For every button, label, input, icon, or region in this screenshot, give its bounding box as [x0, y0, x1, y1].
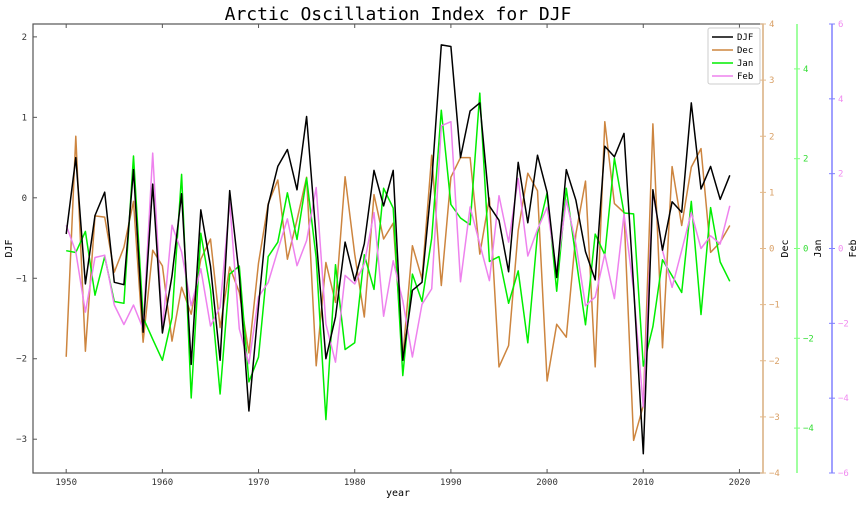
jan-axis-label: Jan [813, 239, 824, 257]
x-tick-label: 1960 [152, 478, 174, 488]
dec-tick-label: 0 [769, 245, 774, 255]
legend-label-djf: DJF [737, 33, 753, 43]
jan-tick-label: −4 [803, 424, 814, 434]
x-tick-label: 1950 [55, 478, 77, 488]
dec-tick-label: −2 [769, 357, 780, 367]
x-tick-label: 1970 [248, 478, 270, 488]
dec-tick-label: −3 [769, 413, 780, 423]
x-axis-label: year [386, 488, 410, 499]
legend-label-jan: Jan [737, 59, 753, 69]
x-tick-label: 2000 [536, 478, 558, 488]
x-tick-label: 1990 [440, 478, 462, 488]
djf-tick-label: 0 [22, 194, 27, 204]
plot-area [32, 23, 764, 474]
djf-tick-label: −2 [16, 355, 27, 365]
x-tick-label: 1980 [344, 478, 366, 488]
jan-tick-label: −2 [803, 334, 814, 344]
y-axes: 2 1 0 −1 −2 −3 DJF 4 3 2 1 0 −1 −2 −3 −4 Dec 4 2 0 −2 −4 Jan 6 4… [4, 20, 859, 479]
djf-tick-label: 1 [22, 113, 27, 123]
djf-tick-label: −3 [16, 435, 27, 445]
jan-tick-label: 0 [803, 245, 808, 255]
jan-series-line [66, 92, 731, 421]
dec-tick-label: 1 [769, 188, 774, 198]
x-tick-label: 2020 [729, 478, 751, 488]
dec-tick-label: 4 [769, 20, 774, 30]
legend-label-dec: Dec [737, 46, 753, 56]
dec-tick-label: −4 [769, 469, 780, 479]
djf-series-line [65, 44, 731, 455]
djf-tick-label: −1 [16, 274, 27, 284]
x-axis-ticks: 1950 1960 1970 1980 1990 2000 2010 2020 [55, 24, 750, 488]
legend-box [707, 27, 761, 85]
chart-title: Arctic Oscillation Index for DJF [225, 4, 572, 25]
feb-tick-label: 6 [838, 20, 843, 30]
dec-axis-label: Dec [780, 239, 791, 257]
legend-label-feb: Feb [737, 72, 753, 82]
feb-tick-label: 2 [838, 170, 843, 180]
djf-axis-label: DJF [4, 239, 15, 257]
jan-tick-label: 2 [803, 155, 808, 165]
feb-tick-label: −4 [838, 394, 849, 404]
series-lines [65, 44, 731, 455]
dec-tick-label: −1 [769, 301, 780, 311]
feb-tick-label: 0 [838, 245, 843, 255]
feb-tick-label: −6 [838, 469, 849, 479]
feb-tick-label: −2 [838, 319, 849, 329]
legend: DJF Dec Jan Feb [707, 27, 761, 85]
jan-tick-label: 4 [803, 65, 808, 75]
feb-tick-label: 4 [838, 95, 843, 105]
dec-tick-label: 3 [769, 76, 774, 86]
x-tick-label: 2010 [632, 478, 654, 488]
dec-tick-label: 2 [769, 132, 774, 142]
djf-tick-label: 2 [22, 33, 27, 43]
feb-axis-label: Feb [848, 239, 859, 257]
